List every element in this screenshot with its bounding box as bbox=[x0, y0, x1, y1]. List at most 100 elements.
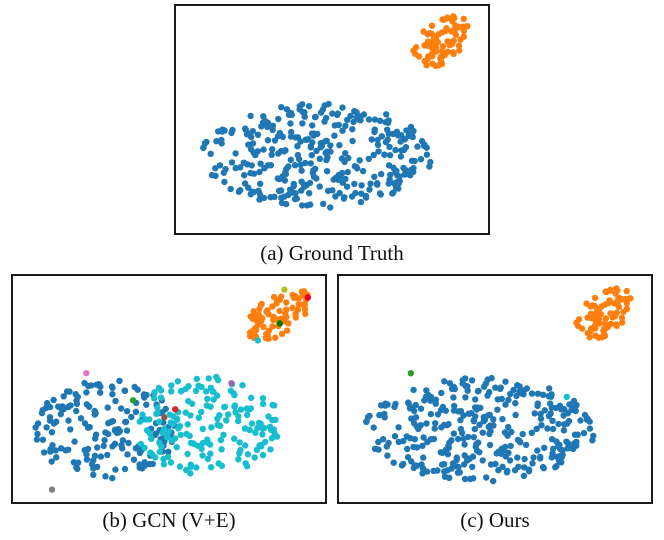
data-point bbox=[294, 143, 301, 150]
data-point bbox=[124, 451, 131, 458]
data-point bbox=[430, 467, 437, 475]
data-point bbox=[353, 109, 360, 116]
data-point bbox=[189, 400, 196, 407]
data-point bbox=[345, 154, 352, 162]
data-point bbox=[555, 420, 562, 428]
data-point bbox=[195, 414, 202, 421]
data-point bbox=[417, 156, 425, 163]
data-point bbox=[67, 426, 74, 433]
data-point bbox=[151, 389, 158, 396]
data-point bbox=[429, 40, 436, 47]
data-point bbox=[431, 425, 438, 432]
data-point bbox=[50, 396, 57, 404]
data-point bbox=[139, 411, 146, 418]
data-point bbox=[308, 152, 315, 159]
data-point bbox=[268, 426, 275, 434]
data-point bbox=[259, 395, 267, 402]
data-point bbox=[283, 299, 290, 306]
data-point bbox=[329, 110, 336, 117]
data-point bbox=[395, 180, 402, 187]
data-point bbox=[506, 457, 514, 464]
data-point bbox=[94, 444, 101, 451]
data-point bbox=[316, 155, 323, 162]
data-point bbox=[218, 446, 225, 453]
data-point bbox=[228, 380, 235, 387]
data-point bbox=[158, 443, 165, 450]
data-point bbox=[128, 413, 135, 421]
data-point bbox=[239, 382, 246, 389]
data-point bbox=[212, 165, 219, 172]
data-point bbox=[152, 454, 159, 461]
panel-a-plot bbox=[174, 4, 490, 235]
data-point bbox=[303, 202, 311, 209]
data-point bbox=[574, 431, 581, 438]
data-point bbox=[395, 185, 402, 192]
data-point bbox=[57, 410, 64, 418]
data-point bbox=[505, 423, 512, 431]
data-point bbox=[438, 461, 446, 468]
data-point bbox=[371, 116, 379, 123]
data-point bbox=[165, 448, 172, 455]
data-point bbox=[297, 138, 304, 145]
data-point bbox=[462, 394, 469, 401]
data-point bbox=[427, 436, 435, 443]
data-point bbox=[590, 432, 597, 440]
data-point bbox=[75, 459, 82, 466]
data-point bbox=[386, 176, 393, 183]
data-point bbox=[540, 465, 547, 472]
data-point bbox=[371, 128, 378, 136]
data-point bbox=[327, 204, 334, 211]
data-point bbox=[109, 418, 117, 425]
data-point bbox=[587, 327, 594, 335]
data-point bbox=[46, 414, 54, 421]
data-point bbox=[199, 425, 206, 433]
data-point bbox=[342, 122, 349, 130]
data-point bbox=[368, 136, 375, 143]
data-point bbox=[512, 411, 519, 419]
data-point bbox=[450, 430, 457, 437]
data-point bbox=[48, 429, 56, 436]
data-point bbox=[265, 327, 273, 334]
data-point bbox=[349, 137, 356, 145]
data-point bbox=[85, 382, 92, 390]
data-point bbox=[143, 427, 151, 434]
data-point bbox=[235, 413, 242, 420]
data-point bbox=[283, 313, 290, 321]
data-point bbox=[123, 427, 131, 434]
data-point bbox=[427, 410, 435, 418]
data-point bbox=[217, 436, 225, 444]
data-point bbox=[570, 404, 577, 411]
data-point bbox=[414, 143, 421, 150]
data-point bbox=[461, 475, 469, 483]
data-point bbox=[65, 417, 72, 424]
data-point bbox=[280, 148, 288, 155]
data-point bbox=[94, 463, 101, 471]
data-point bbox=[528, 390, 536, 397]
data-point bbox=[248, 162, 255, 169]
data-point bbox=[177, 388, 185, 395]
data-point bbox=[251, 454, 258, 461]
data-point bbox=[190, 440, 197, 447]
data-point bbox=[83, 451, 90, 458]
data-point bbox=[282, 170, 289, 178]
data-point bbox=[276, 129, 284, 137]
data-point bbox=[269, 146, 276, 153]
data-point bbox=[392, 169, 399, 176]
data-point bbox=[534, 390, 542, 397]
data-point bbox=[276, 320, 283, 327]
data-point bbox=[247, 112, 254, 120]
data-point bbox=[264, 137, 272, 144]
data-point bbox=[528, 429, 535, 436]
data-point bbox=[231, 435, 238, 442]
data-point bbox=[411, 50, 419, 57]
data-point bbox=[367, 180, 374, 187]
data-point bbox=[521, 464, 528, 471]
data-point bbox=[415, 425, 422, 433]
data-point bbox=[248, 420, 256, 427]
data-point bbox=[407, 370, 414, 377]
data-point bbox=[160, 455, 167, 463]
data-point bbox=[577, 417, 584, 424]
data-point bbox=[392, 146, 399, 154]
data-point bbox=[254, 424, 261, 432]
data-point bbox=[73, 397, 80, 404]
